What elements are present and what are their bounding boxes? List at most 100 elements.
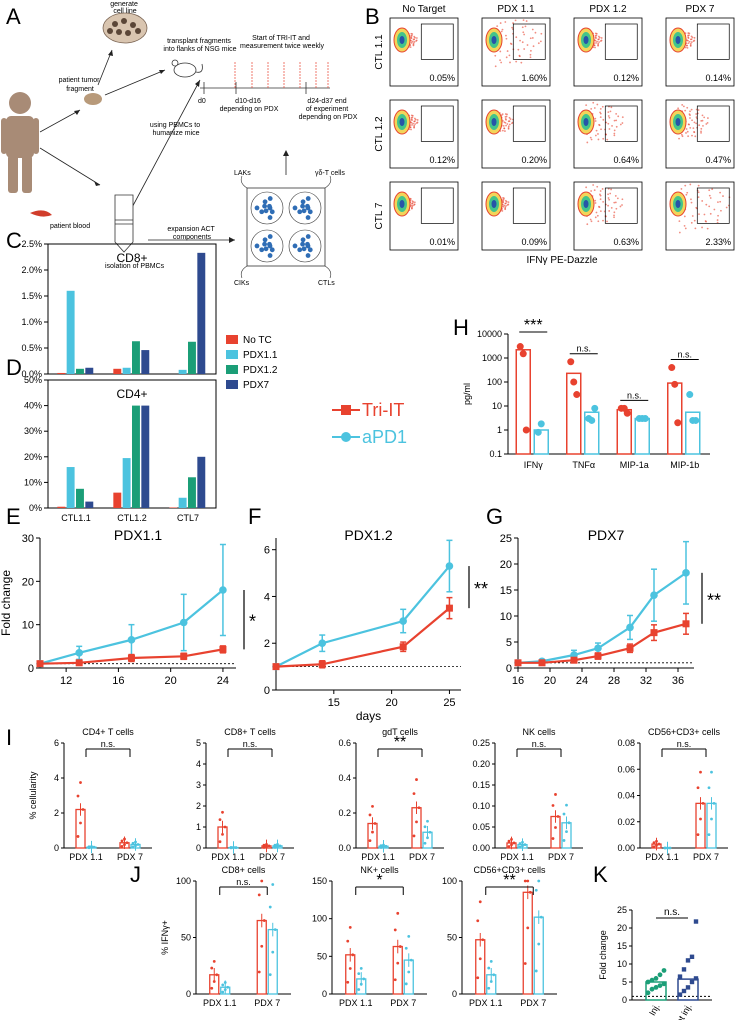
flow-contour-core bbox=[399, 200, 405, 208]
flow-event-dot bbox=[532, 45, 535, 48]
flow-event-dot bbox=[690, 108, 693, 111]
flow-event-dot bbox=[688, 40, 691, 43]
flow-event-dot bbox=[412, 201, 415, 203]
data-point bbox=[591, 404, 599, 412]
data-point-square bbox=[682, 620, 690, 628]
data-point bbox=[537, 942, 541, 946]
flow-event-dot bbox=[602, 118, 605, 121]
y-tick-label: 0 bbox=[28, 663, 34, 675]
bar bbox=[57, 506, 66, 508]
pbmc-cell bbox=[263, 246, 269, 252]
flow-event-dot bbox=[719, 200, 722, 203]
data-point bbox=[476, 976, 480, 980]
y-axis-label: % cellularity bbox=[28, 771, 38, 820]
flow-gate bbox=[420, 187, 454, 224]
flow-gate bbox=[420, 105, 454, 142]
data-point bbox=[521, 844, 524, 848]
flow-event-dot bbox=[609, 192, 612, 195]
pbmc-cell bbox=[307, 209, 313, 215]
x-tick-label: CTL1.2 bbox=[117, 513, 147, 523]
x-tick-label: 20 bbox=[544, 675, 556, 687]
pbmc-cell bbox=[267, 253, 273, 258]
flow-event-dot bbox=[523, 33, 526, 36]
legend-label: Tri-IT bbox=[362, 400, 404, 420]
subplot-title: CD56+CD3+ cells bbox=[648, 727, 721, 737]
flow-event-dot bbox=[708, 205, 711, 208]
flow-event-dot bbox=[526, 44, 529, 46]
flow-gate-percentage: 0.14% bbox=[705, 73, 731, 83]
y-tick-label: 100 bbox=[487, 377, 502, 387]
data-point bbox=[423, 841, 427, 845]
flow-event-dot bbox=[502, 205, 505, 208]
flow-event-dot bbox=[688, 34, 690, 37]
flow-row-label: CTL 7 bbox=[374, 202, 385, 229]
flow-event-dot bbox=[504, 118, 507, 120]
flow-gate bbox=[420, 23, 454, 60]
data-point bbox=[655, 839, 658, 843]
data-point bbox=[712, 801, 716, 805]
y-tick-label: 2.0% bbox=[21, 265, 42, 275]
flow-event-dot bbox=[410, 204, 412, 207]
y-tick-label: 30% bbox=[24, 426, 42, 436]
data-point bbox=[210, 966, 214, 970]
data-point bbox=[368, 813, 372, 817]
data-point bbox=[534, 428, 542, 436]
flow-event-dot bbox=[414, 123, 417, 125]
data-point bbox=[668, 846, 672, 850]
data-point bbox=[510, 843, 513, 847]
data-point bbox=[215, 973, 219, 977]
x-tick-label: Inj. bbox=[647, 1002, 662, 1017]
flow-event-dot bbox=[708, 189, 711, 192]
flow-event-dot bbox=[594, 134, 597, 137]
data-point bbox=[526, 926, 530, 930]
series-line bbox=[275, 607, 451, 668]
y-tick-label: 3 bbox=[196, 780, 201, 790]
data-point-circle bbox=[219, 586, 227, 594]
flow-event-dot bbox=[506, 123, 509, 125]
pbmc-cell bbox=[262, 203, 267, 209]
y-tick-label: 20 bbox=[22, 576, 34, 588]
data-point bbox=[523, 879, 527, 883]
y-tick-label: 5 bbox=[622, 977, 627, 987]
flow-event-dot bbox=[616, 197, 619, 200]
flow-event-dot bbox=[684, 109, 687, 112]
y-tick-label: 0.06 bbox=[617, 764, 635, 774]
bar bbox=[695, 802, 706, 849]
flow-event-dot bbox=[521, 41, 524, 44]
y-tick-label: 20 bbox=[617, 923, 627, 933]
data-point-circle bbox=[75, 649, 83, 657]
schematic-panel-a: generate cell line patient tumor fragmen… bbox=[1, 1, 358, 287]
data-point bbox=[131, 845, 135, 849]
flow-event-dot bbox=[608, 198, 611, 201]
bar bbox=[122, 367, 131, 374]
flow-event-dot bbox=[607, 204, 609, 207]
data-point bbox=[412, 792, 416, 796]
flow-event-dot bbox=[597, 42, 600, 45]
flow-event-dot bbox=[695, 113, 698, 115]
data-point bbox=[81, 808, 85, 811]
flow-event-dot bbox=[505, 37, 508, 40]
data-point bbox=[677, 974, 683, 979]
flow-event-dot bbox=[686, 130, 689, 133]
flow-event-dot bbox=[694, 135, 697, 138]
bar bbox=[197, 456, 206, 508]
data-point bbox=[87, 845, 91, 849]
subplot-title: CD8+ T cells bbox=[224, 727, 276, 737]
x-tick-label: MIP-1a bbox=[620, 460, 649, 470]
flow-event-dot bbox=[686, 191, 689, 194]
pbmc-cell bbox=[292, 243, 298, 249]
data-point bbox=[223, 981, 227, 984]
panel-letter-h: H bbox=[453, 315, 469, 340]
bar bbox=[522, 891, 533, 995]
data-point-square bbox=[594, 652, 602, 660]
flow-event-dot bbox=[613, 134, 616, 137]
schematic-arrows bbox=[39, 49, 287, 241]
flow-event-dot bbox=[694, 227, 697, 230]
x-tick-label: PDX 1.1 bbox=[203, 998, 237, 1008]
significance-marker: n.s. bbox=[576, 344, 591, 354]
y-tick-label: 1 bbox=[196, 822, 201, 832]
flow-event-dot bbox=[503, 197, 505, 200]
flow-event-dot bbox=[678, 220, 681, 222]
data-point bbox=[76, 794, 80, 798]
flow-event-dot bbox=[621, 204, 623, 206]
